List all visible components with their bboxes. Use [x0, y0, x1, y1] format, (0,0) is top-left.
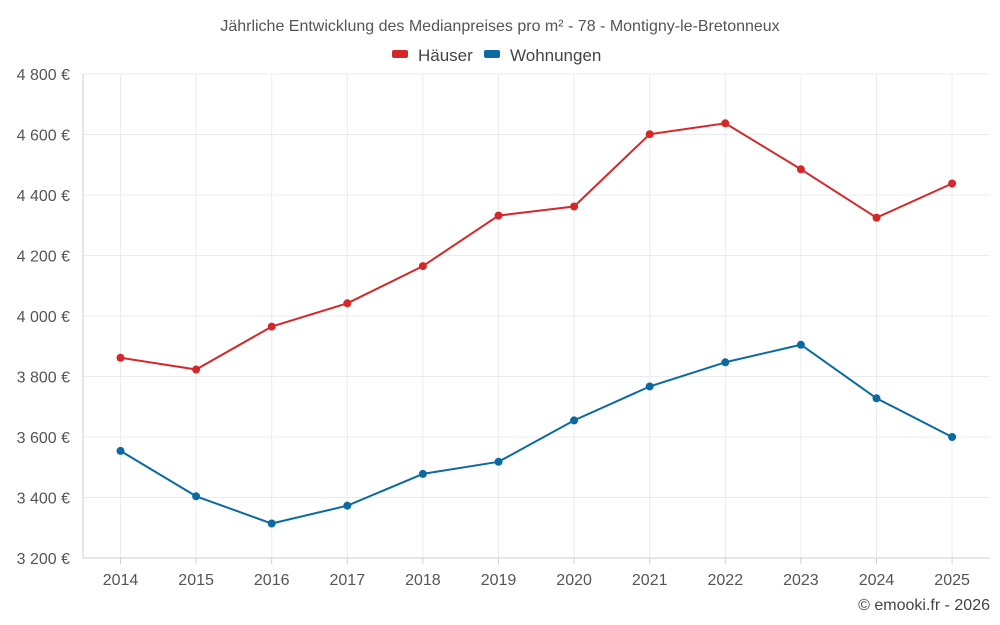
series-group — [116, 119, 957, 528]
data-point-haeuser[interactable] — [343, 299, 352, 308]
x-tick-label: 2018 — [405, 572, 441, 589]
y-axis: 3 200 € 3 400 € 3 600 € 3 800 € 4 000 € 4 200… — [17, 67, 84, 568]
data-point-wohnungen[interactable] — [721, 358, 730, 367]
data-point-haeuser[interactable] — [418, 262, 427, 271]
y-tick-label: 4 800 € — [17, 67, 70, 84]
data-point-haeuser[interactable] — [267, 322, 276, 331]
data-point-wohnungen[interactable] — [418, 469, 427, 478]
y-tick-label: 3 400 € — [17, 491, 70, 508]
series-line-haeuser — [120, 122, 953, 371]
legend-swatch-haeuser — [392, 50, 408, 58]
y-tick-label: 3 800 € — [17, 370, 70, 387]
data-point-haeuser[interactable] — [645, 130, 654, 139]
legend-label-haeuser: Häuser — [418, 46, 473, 65]
data-point-haeuser[interactable] — [570, 202, 579, 211]
data-point-wohnungen[interactable] — [116, 446, 125, 455]
data-point-haeuser[interactable] — [872, 213, 881, 222]
series-line-wohnungen — [119, 343, 953, 525]
data-point-wohnungen[interactable] — [267, 519, 276, 528]
x-tick-label: 2021 — [632, 572, 668, 589]
x-tick-label: 2023 — [783, 572, 819, 589]
grid — [83, 73, 990, 559]
x-axis: 2014 2015 2016 2017 2018 2019 2020 2021 2022 2023… — [83, 557, 990, 589]
x-tick-label: 2016 — [254, 572, 290, 589]
x-tick-label: 2015 — [178, 572, 214, 589]
y-tick-label: 4 200 € — [17, 249, 70, 266]
data-point-wohnungen[interactable] — [494, 457, 503, 466]
credit-text: © emooki.fr - 2026 — [858, 597, 990, 614]
x-tick-label: 2014 — [103, 572, 139, 589]
legend-swatch-wohnungen — [484, 50, 500, 58]
data-point-wohnungen[interactable] — [872, 394, 881, 403]
x-tick-label: 2017 — [330, 572, 366, 589]
legend-label-wohnungen: Wohnungen — [510, 46, 601, 65]
data-point-wohnungen[interactable] — [796, 340, 805, 349]
y-tick-label: 4 400 € — [17, 188, 70, 205]
x-tick-label: 2024 — [859, 572, 895, 589]
data-point-haeuser[interactable] — [494, 211, 503, 220]
data-point-wohnungen[interactable] — [343, 501, 352, 510]
legend-item-wohnungen[interactable]: Wohnungen — [484, 46, 601, 65]
data-point-haeuser[interactable] — [948, 179, 957, 188]
legend-item-haeuser[interactable]: Häuser — [392, 46, 473, 65]
data-point-haeuser[interactable] — [721, 119, 730, 128]
chart-title: Jährliche Entwicklung des Medianpreises … — [220, 18, 779, 35]
data-point-wohnungen[interactable] — [948, 433, 957, 441]
legend: Häuser Wohnungen — [392, 46, 601, 65]
data-point-wohnungen[interactable] — [192, 492, 201, 501]
y-tick-label: 4 000 € — [17, 309, 70, 326]
data-point-wohnungen[interactable] — [570, 416, 579, 425]
x-tick-label: 2020 — [556, 572, 592, 589]
y-tick-label: 3 600 € — [17, 430, 70, 447]
y-tick-label: 3 200 € — [17, 551, 70, 568]
data-point-haeuser[interactable] — [796, 165, 805, 174]
y-tick-label: 4 600 € — [17, 128, 70, 145]
data-point-haeuser[interactable] — [192, 365, 201, 374]
x-tick-label: 2025 — [934, 572, 970, 589]
data-point-wohnungen[interactable] — [645, 382, 654, 391]
data-point-haeuser[interactable] — [116, 353, 125, 362]
x-tick-label: 2022 — [708, 572, 744, 589]
x-tick-label: 2019 — [481, 572, 517, 589]
